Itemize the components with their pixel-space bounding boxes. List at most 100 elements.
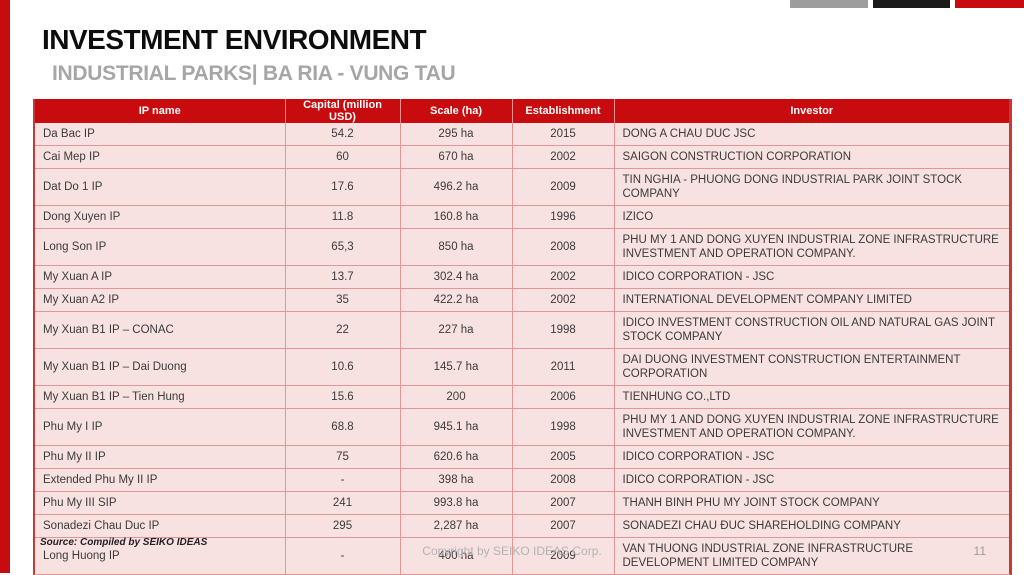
ip-name-cell: My Xuan B1 IP – Dai Duong xyxy=(35,348,285,386)
investor-cell: TIN NGHIA - PHUONG DONG INDUSTRIAL PARK … xyxy=(613,168,1009,206)
table-row: Dong Xuyen IP 11.8 160.8 ha 1996 IZICO xyxy=(35,205,1009,229)
table-row: Sonadezi Chau Duc IP 295 2,287 ha 2007 SONAD… xyxy=(35,514,1009,538)
investor-cell: IDICO CORPORATION - JSC xyxy=(613,468,1009,492)
establishment-cell: 2002 xyxy=(511,145,614,169)
ip-name-cell: Cai Mep IP xyxy=(35,145,285,169)
capital-cell: - xyxy=(284,468,400,492)
capital-cell: 10.6 xyxy=(284,348,400,386)
col-header-scale: Scale (ha) xyxy=(399,99,512,123)
scale-cell: 302.4 ha xyxy=(399,265,512,289)
scale-cell: 145.7 ha xyxy=(399,348,512,386)
ip-name-cell: Phu My III SIP xyxy=(35,491,285,515)
page-subtitle: INDUSTRIAL PARKS| BA RIA - VUNG TAU xyxy=(52,62,456,85)
table-row: Dat Do 1 IP 17.6 496.2 ha 2009 TIN NGHIA - P… xyxy=(35,168,1009,206)
table-row: My Xuan A IP 13.7 302.4 ha 2002 IDICO CORPOR… xyxy=(35,265,1009,289)
capital-cell: 65,3 xyxy=(284,228,400,266)
investor-cell: IZICO xyxy=(613,205,1009,229)
ip-name-cell: My Xuan A2 IP xyxy=(35,288,285,312)
col-header-investor: Investor xyxy=(613,99,1009,123)
table-row: My Xuan B1 IP – CONAC 22 227 ha 1998 IDICO I… xyxy=(35,311,1009,349)
scale-cell: 295 ha xyxy=(399,123,512,146)
scale-cell: 227 ha xyxy=(399,311,512,349)
industrial-parks-table: IP name Capital (million USD) Scale (ha)… xyxy=(35,99,1009,574)
table-row: Long Son IP 65,3 850 ha 2008 PHU MY 1 AND DO… xyxy=(35,228,1009,266)
capital-cell: 22 xyxy=(284,311,400,349)
table-row: Extended Phu My II IP -398 ha 2008 IDICO CO… xyxy=(35,468,1009,492)
scale-cell: 993.8 ha xyxy=(399,491,512,515)
table-header-row: IP name Capital (million USD) Scale (ha)… xyxy=(35,99,1009,123)
establishment-cell: 1996 xyxy=(511,205,614,229)
establishment-cell: 2002 xyxy=(511,265,614,289)
left-accent-bar xyxy=(0,0,10,573)
table-row: Phu My III SIP 241 993.8 ha 2007 THANH BINH … xyxy=(35,491,1009,515)
capital-cell: 68.8 xyxy=(284,408,400,446)
investor-cell: IDICO INVESTMENT CONSTRUCTION OIL AND NA… xyxy=(613,311,1009,349)
investor-cell: DONG A CHAU DUC JSC xyxy=(613,123,1009,146)
capital-cell: 295 xyxy=(284,514,400,538)
ip-name-cell: Long Huong IP xyxy=(35,537,285,574)
capital-cell: 13.7 xyxy=(284,265,400,289)
scale-cell: 200 xyxy=(399,385,512,409)
investor-cell: PHU MY 1 AND DONG XUYEN INDUSTRIAL ZONE … xyxy=(613,408,1009,446)
table-row: Long Huong IP -400 ha 2009 VAN THUONG INDUS… xyxy=(35,537,1009,574)
establishment-cell: 2015 xyxy=(511,123,614,146)
capital-cell: 11.8 xyxy=(284,205,400,229)
scale-cell: 670 ha xyxy=(399,145,512,169)
table-row: Phu My II IP 75 620.6 ha 2005 IDICO CORPORAT… xyxy=(35,445,1009,469)
investor-cell: VAN THUONG INDUSTRIAL ZONE INFRASTRUCTUR… xyxy=(613,537,1009,574)
capital-cell: 15.6 xyxy=(284,385,400,409)
ip-name-cell: Dong Xuyen IP xyxy=(35,205,285,229)
industrial-parks-table-container: IP name Capital (million USD) Scale (ha)… xyxy=(33,99,1012,575)
establishment-cell: 2006 xyxy=(511,385,614,409)
ip-name-cell: Dat Do 1 IP xyxy=(35,168,285,206)
decor-bar-red xyxy=(955,0,1024,8)
table-row: My Xuan B1 IP – Dai Duong 10.6 145.7 ha 201… xyxy=(35,348,1009,386)
investor-cell: THANH BINH PHU MY JOINT STOCK COMPANY xyxy=(613,491,1009,515)
establishment-cell: 1998 xyxy=(511,311,614,349)
capital-cell: 75 xyxy=(284,445,400,469)
scale-cell: 2,287 ha xyxy=(399,514,512,538)
investor-cell: TIENHUNG CO.,LTD xyxy=(613,385,1009,409)
ip-name-cell: Extended Phu My II IP xyxy=(35,468,285,492)
col-header-establishment: Establishment xyxy=(511,99,614,123)
ip-name-cell: My Xuan B1 IP – Tien Hung xyxy=(35,385,285,409)
table-row: My Xuan A2 IP 35 422.2 ha 2002 INTERNATIONAL… xyxy=(35,288,1009,312)
ip-table-body: Da Bac IP 54.2 295 ha 2015 DONG A CHAU DUC J… xyxy=(35,123,1009,574)
ip-name-cell: Sonadezi Chau Duc IP xyxy=(35,514,285,538)
page-number: 11 xyxy=(973,544,986,558)
scale-cell: 400 ha xyxy=(399,537,512,574)
ip-name-cell: My Xuan A IP xyxy=(35,265,285,289)
investor-cell: IDICO CORPORATION - JSC xyxy=(613,265,1009,289)
ip-name-cell: Da Bac IP xyxy=(35,123,285,146)
scale-cell: 496.2 ha xyxy=(399,168,512,206)
establishment-cell: 2009 xyxy=(511,537,614,574)
col-header-capital: Capital (million USD) xyxy=(284,99,400,123)
investor-cell: IDICO CORPORATION - JSC xyxy=(613,445,1009,469)
table-row: Cai Mep IP 60 670 ha 2002 SAIGON CONSTRUCTIO… xyxy=(35,145,1009,169)
establishment-cell: 2008 xyxy=(511,468,614,492)
copyright-text: Copyright by SEIKO IDEAS Corp. xyxy=(422,544,602,558)
table-row: Da Bac IP 54.2 295 ha 2015 DONG A CHAU DUC J… xyxy=(35,123,1009,146)
table-row: Phu My I IP 68.8 945.1 ha 1998 PHU MY 1 AND … xyxy=(35,408,1009,446)
investor-cell: DAI DUONG INVESTMENT CONSTRUCTION ENTERT… xyxy=(613,348,1009,386)
establishment-cell: 2011 xyxy=(511,348,614,386)
capital-cell: 241 xyxy=(284,491,400,515)
establishment-cell: 2002 xyxy=(511,288,614,312)
decor-bar-black xyxy=(873,0,950,8)
capital-cell: 17.6 xyxy=(284,168,400,206)
col-header-ip-name: IP name xyxy=(35,99,285,123)
establishment-cell: 2005 xyxy=(511,445,614,469)
scale-cell: 620.6 ha xyxy=(399,445,512,469)
investor-cell: SONADEZI CHAU ĐUC SHAREHOLDING COMPANY xyxy=(613,514,1009,538)
capital-cell: 60 xyxy=(284,145,400,169)
capital-cell: - xyxy=(284,537,400,574)
ip-name-cell: Phu My II IP xyxy=(35,445,285,469)
establishment-cell: 2008 xyxy=(511,228,614,266)
page-title: INVESTMENT ENVIRONMENT xyxy=(42,24,427,55)
establishment-cell: 2009 xyxy=(511,168,614,206)
scale-cell: 850 ha xyxy=(399,228,512,266)
investor-cell: SAIGON CONSTRUCTION CORPORATION xyxy=(613,145,1009,169)
establishment-cell: 1998 xyxy=(511,408,614,446)
table-row: My Xuan B1 IP – Tien Hung 15.6 200 2006 TIEN… xyxy=(35,385,1009,409)
source-note: Source: Compiled by SEIKO IDEAS xyxy=(40,537,208,548)
